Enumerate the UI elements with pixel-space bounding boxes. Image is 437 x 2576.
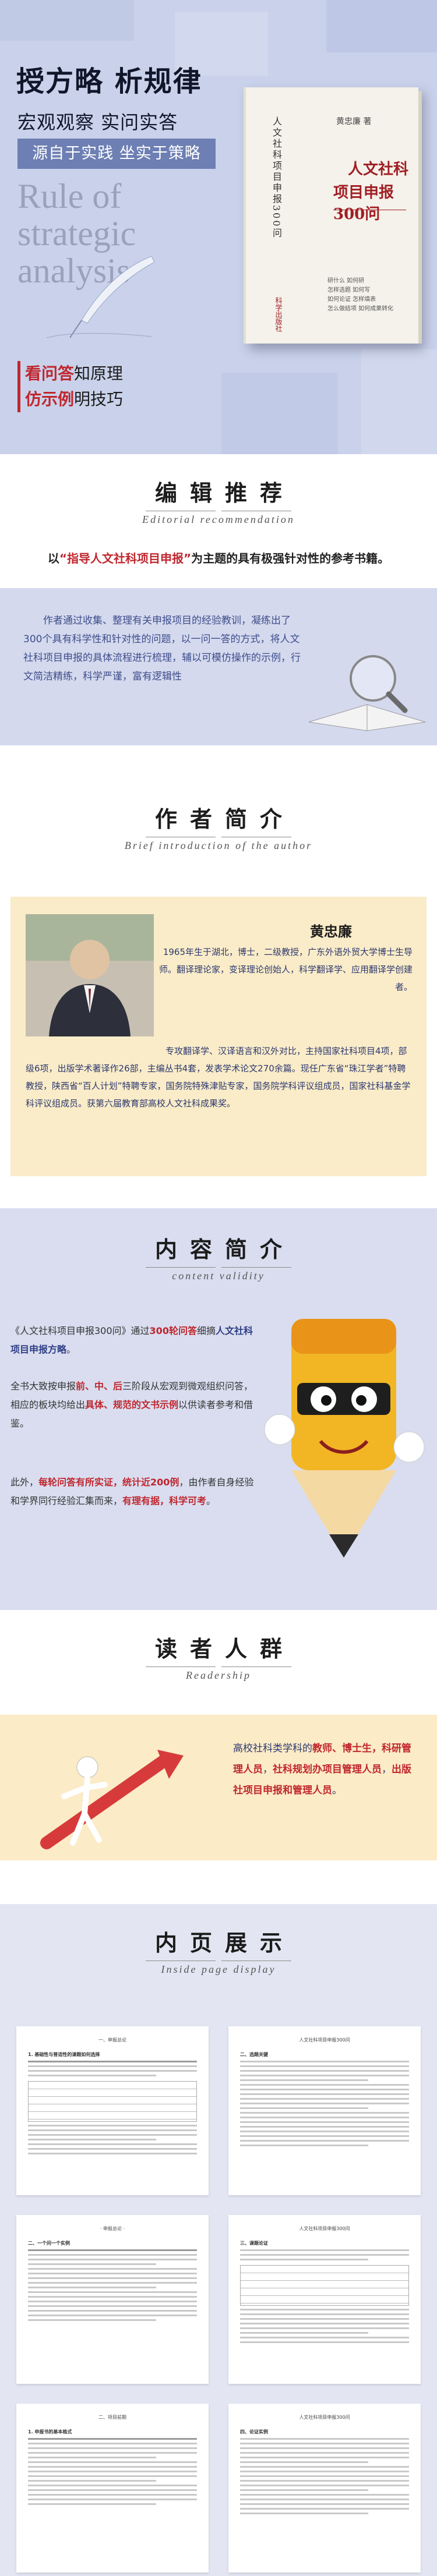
- book-bullet: 怎样选题 如何写: [327, 287, 371, 293]
- author-bio: 专攻翻译学、汉译语言和汉外对比，主持国家社科项目4项，部级6项，出版学术著译作2…: [26, 1046, 411, 1109]
- inner-page-subtitle: 三、课题论证: [240, 2241, 268, 2246]
- inner-page-header: 一、申报总论: [98, 2037, 126, 2043]
- inner-page-header: 人文社科项目申报300问: [299, 2415, 350, 2420]
- inner-page-subtitle: 1. 基础性与普适性的课题如何选择: [28, 2052, 100, 2057]
- hero-highlight-1: 看问答知原理: [25, 364, 124, 383]
- inner-page-thumbnail: · 申报总论 · 二、一个问一个实例: [16, 2215, 209, 2384]
- hero-highlights: 看问答知原理 仿示例明技巧: [17, 361, 123, 412]
- content-header: 内容简介 content validity: [0, 1208, 437, 1282]
- section-divider: [0, 1267, 437, 1268]
- author-portrait-icon: [26, 914, 154, 1036]
- author-photo: [26, 914, 154, 1036]
- inner-page-header: · 申报总论 ·: [100, 2226, 125, 2231]
- hero-highlight-2: 仿示例明技巧: [25, 390, 124, 409]
- author-box: 黄忠廉 1965年生于湖北，博士，二级教授，广东外语外贸大学博士生导师。翻译理论…: [10, 897, 427, 1176]
- book-bullet: 如何论证 怎样填表: [327, 296, 376, 303]
- book-bullet: 研什么 如何研: [327, 278, 365, 284]
- pencil-mascot-icon: [264, 1319, 425, 1558]
- hero-banner: 源自于实践 坐实于策略: [17, 139, 216, 169]
- book-publisher: 科学出版社: [274, 297, 283, 332]
- content-paragraph-3: 此外，每轮问答有所实证，统计近200例，由作者自身经验和学界同行经验汇集而来，有…: [10, 1477, 254, 1506]
- editor-header: 编辑推荐 Editorial recommendation: [0, 454, 437, 526]
- readers-section: 读者人群 Readership 高校社科类学科的教师、博士生，科研管理人员，社科…: [0, 1610, 437, 1904]
- inner-page-table: [240, 2265, 409, 2306]
- readers-text: 高校社科类学科的教师、博士生，科研管理人员，社科规划办项目管理人员，出版社项目申…: [233, 1743, 411, 1796]
- editor-box: 作者通过收集、整理有关申报项目的经验教训，凝练出了300个具有科学性和针对性的问…: [0, 588, 437, 745]
- editor-lead: 以“指导人文社科项目申报”为主题的具有极强针对性的参考书籍。: [47, 551, 390, 565]
- inner-pages-section: 内页展示 Inside page display 一、申报总论 1. 基础性与普…: [0, 1904, 437, 2576]
- author-name: 黄忠廉: [310, 923, 352, 940]
- section-english-title: content validity: [172, 1270, 265, 1282]
- inner-page-table: [28, 2081, 197, 2122]
- section-divider: [0, 1666, 437, 1667]
- content-paragraph-2: 全书大致按申报前、中、后三阶段从宏观到微观组织问答，相应的板块均给出具体、规范的…: [10, 1381, 253, 1429]
- section-title: 读者人群: [154, 1636, 295, 1662]
- inner-page-thumbnail: 人文社科项目申报300问 四、论证实例: [228, 2404, 421, 2573]
- inner-page-header: 二、项目前期: [98, 2415, 126, 2420]
- hero-subtitle: 宏观观察 实问实答: [17, 111, 178, 133]
- book-spine-title: 人文社科项目申报300问: [271, 116, 282, 239]
- content-paragraph-1: 《人文社科项目申报300问》通过300轮问答细摘人文社科项目申报方略。: [10, 1325, 253, 1355]
- readers-box: 高校社科类学科的教师、博士生，科研管理人员，社科规划办项目管理人员，出版社项目申…: [0, 1715, 437, 1860]
- magnifier-book-icon: [308, 655, 426, 731]
- section-title: 编辑推荐: [154, 480, 295, 506]
- book-title-line2: 项目申报300问: [333, 184, 394, 223]
- content-section: 内容简介 content validity 《人文社科项目申报300问》通过30…: [0, 1208, 437, 1610]
- hero-section: 授方略 析规律 宏观观察 实问实答 源自于实践 坐实于策略 Rule of st…: [0, 0, 437, 454]
- quill-pen-icon: [46, 256, 155, 338]
- hero-title: 授方略 析规律: [16, 65, 202, 98]
- inner-page-header: 人文社科项目申报300问: [299, 2226, 350, 2231]
- section-english-title: Readership: [186, 1669, 251, 1681]
- author-header: 作者简介 Brief introduction of the author: [0, 780, 437, 852]
- readers-header: 读者人群 Readership: [0, 1610, 437, 1682]
- author-section: 作者简介 Brief introduction of the author 黄忠…: [0, 780, 437, 1208]
- inner-header: 内页展示 Inside page display: [0, 1904, 437, 1976]
- inner-page-thumbnail: 一、申报总论 1. 基础性与普适性的课题如何选择: [16, 2026, 209, 2195]
- book-bullet: 怎么做结项 如何成果转化: [327, 306, 394, 312]
- inner-page-subtitle: 1. 申报书的基本格式: [28, 2429, 72, 2435]
- inner-pages-grid: 一、申报总论 1. 基础性与普适性的课题如何选择 人文社科项目申报300问 二、…: [16, 2026, 421, 2573]
- hero-english-text: Rule of strategic analysis: [17, 177, 136, 290]
- book-edge: [418, 91, 422, 344]
- book-author: 黄忠廉 著: [336, 117, 372, 126]
- section-english-title: Editorial recommendation: [142, 514, 295, 525]
- section-english-title: Brief introduction of the author: [124, 840, 313, 851]
- section-english-title: Inside page display: [161, 1963, 276, 1975]
- inner-page-thumbnail: 人文社科项目申报300问 二、选题关键: [228, 2026, 421, 2195]
- inner-page-thumbnail: 二、项目前期 1. 申报书的基本格式: [16, 2404, 209, 2573]
- editor-text: 作者通过收集、整理有关申报项目的经验教训，凝练出了300个具有科学性和针对性的问…: [23, 615, 301, 682]
- inner-page-header: 人文社科项目申报300问: [299, 2037, 350, 2043]
- inner-page-subtitle: 二、选题关键: [240, 2052, 268, 2057]
- book-bullets: 研什么 如何研 怎样选题 如何写 如何论证 怎样填表 怎么做结项 如何成果转化: [327, 277, 393, 314]
- inner-page-thumbnail: 人文社科项目申报300问 三、课题论证: [228, 2215, 421, 2384]
- section-title: 内容简介: [154, 1236, 295, 1262]
- reader-figure-icon: [40, 1750, 184, 1849]
- inner-page-subtitle: 四、论证实例: [240, 2429, 268, 2435]
- inner-page-subtitle: 二、一个问一个实例: [28, 2241, 70, 2246]
- section-title: 作者简介: [154, 806, 295, 832]
- author-intro: 1965年生于湖北，博士，二级教授，广东外语外贸大学博士生导师。翻译理论家，变译…: [158, 947, 413, 992]
- book-title-line1: 人文社科: [348, 161, 409, 178]
- book-cover: 黄忠廉 著 人文社科项目申报300问 人文社科 项目申报300问 研什么 如何研…: [244, 87, 422, 344]
- editor-section: 编辑推荐 Editorial recommendation 以“指导人文社科项目…: [0, 454, 437, 780]
- section-title: 内页展示: [154, 1930, 295, 1956]
